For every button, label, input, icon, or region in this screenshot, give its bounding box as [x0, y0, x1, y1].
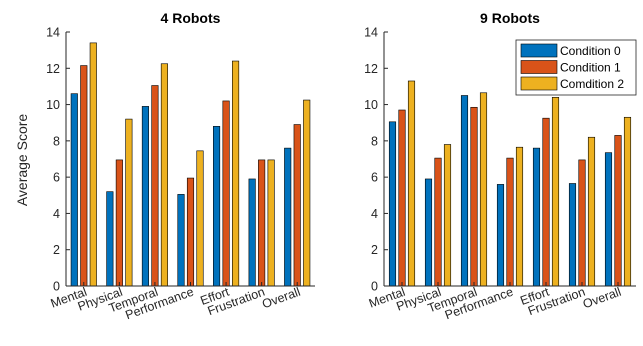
- y-tick-label: 2: [371, 243, 378, 257]
- bar-effort-series-0: [532, 147, 541, 287]
- y-tick-label: 6: [371, 171, 378, 185]
- bar-mental-series-2: [407, 80, 416, 287]
- y-tick-label: 4: [53, 207, 60, 221]
- bar-performance-series-2: [196, 150, 204, 287]
- bar-physical-series-0: [106, 191, 114, 287]
- y-tick-label: 14: [364, 26, 378, 40]
- chart-panel-2: 9 Robots02468101214MentalPhysicalTempora…: [364, 10, 637, 322]
- bar-mental-series-2: [89, 42, 97, 287]
- y-tick-label: 12: [46, 62, 60, 76]
- legend-label-0: Condition 0: [560, 44, 621, 58]
- bar-effort-series-1: [222, 100, 230, 287]
- bar-performance-series-0: [496, 184, 505, 287]
- y-tick-label: 2: [53, 243, 60, 257]
- bar-temporal-series-0: [141, 106, 149, 287]
- bar-frustration-series-1: [578, 159, 586, 287]
- y-tick-label: 4: [371, 207, 378, 221]
- bar-physical-series-1: [115, 159, 123, 287]
- bar-effort-series-1: [542, 117, 550, 287]
- bar-overall-series-1: [614, 135, 622, 287]
- y-axis-label: Average Score: [14, 114, 30, 207]
- bar-performance-series-2: [515, 146, 524, 287]
- bar-temporal-series-1: [151, 85, 159, 287]
- y-tick-label: 12: [364, 62, 378, 76]
- bar-performance-series-1: [186, 177, 195, 287]
- bar-effort-series-2: [232, 60, 240, 287]
- legend-label-1: Condition 1: [560, 61, 621, 75]
- y-tick-label: 14: [46, 26, 60, 40]
- bar-mental-series-1: [398, 109, 406, 287]
- bar-frustration-series-0: [568, 183, 577, 287]
- bar-temporal-series-2: [160, 63, 168, 287]
- bar-frustration-series-2: [587, 136, 596, 287]
- bar-effort-series-2: [551, 97, 560, 287]
- legend-swatch-0: [520, 43, 558, 58]
- bar-mental-series-0: [70, 93, 78, 287]
- y-tick-label: 8: [53, 134, 60, 148]
- legend: Condition 0 Condition 1 Comdition 2: [515, 39, 637, 96]
- legend-swatch-1: [520, 60, 558, 74]
- bar-frustration-series-0: [248, 178, 256, 287]
- chart-title: 9 Robots: [480, 10, 540, 26]
- y-tick-label: 8: [371, 134, 378, 148]
- bar-physical-series-1: [434, 157, 442, 287]
- bar-overall-series-2: [303, 99, 311, 287]
- legend-swatch-2: [520, 76, 558, 91]
- bar-physical-series-2: [443, 144, 452, 287]
- y-tick-label: 6: [53, 171, 60, 185]
- y-tick-label: 0: [371, 280, 378, 294]
- bar-performance-series-0: [177, 194, 185, 287]
- bar-frustration-series-1: [258, 159, 266, 287]
- bar-overall-series-2: [623, 116, 632, 287]
- bar-overall-series-0: [284, 147, 292, 287]
- y-tick-label: 10: [364, 98, 378, 112]
- bar-temporal-series-2: [479, 92, 488, 287]
- bar-temporal-series-0: [460, 95, 469, 287]
- bar-effort-series-0: [213, 126, 221, 287]
- bar-overall-series-1: [293, 124, 301, 287]
- legend-label-2: Comdition 2: [560, 77, 624, 91]
- chart-title: 4 Robots: [161, 10, 221, 26]
- bar-frustration-series-2: [267, 159, 275, 287]
- y-tick-label: 0: [53, 280, 60, 294]
- y-tick-label: 10: [46, 98, 60, 112]
- bar-performance-series-1: [506, 157, 514, 287]
- bar-physical-series-2: [125, 118, 133, 287]
- bar-mental-series-1: [80, 65, 88, 287]
- bar-temporal-series-1: [470, 106, 478, 287]
- chart-panel-1: 4 Robots02468101214MentalPhysicalTempora…: [46, 10, 315, 322]
- bar-mental-series-0: [388, 121, 397, 287]
- bar-physical-series-0: [424, 178, 433, 287]
- x-tick-label: Overall: [581, 285, 623, 312]
- x-tick-label: Overall: [260, 285, 302, 312]
- bar-overall-series-0: [604, 152, 613, 287]
